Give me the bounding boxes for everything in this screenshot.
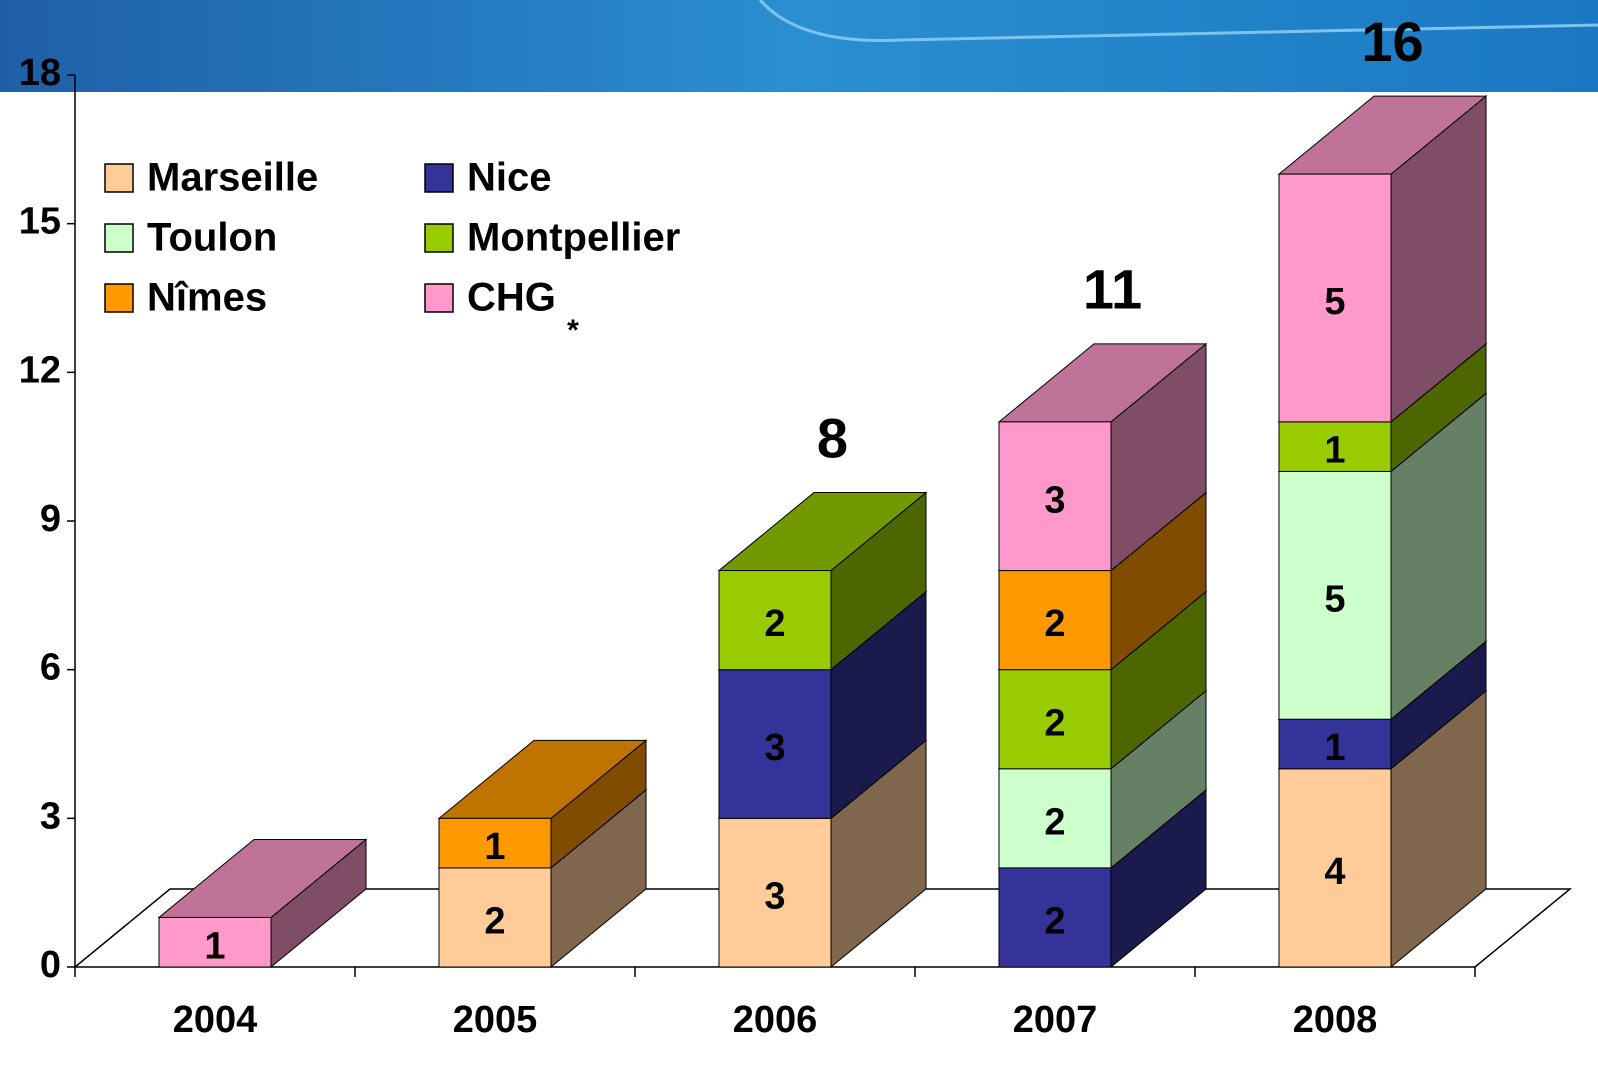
legend-swatch bbox=[424, 163, 454, 193]
legend-swatch bbox=[104, 223, 134, 253]
value-label: 2 bbox=[1044, 801, 1065, 843]
annotation: * bbox=[567, 314, 579, 347]
value-label: 1 bbox=[484, 826, 505, 868]
legend-swatch bbox=[104, 283, 134, 313]
total-label: 11 bbox=[1083, 258, 1142, 321]
bar bbox=[718, 669, 832, 819]
legend-swatch bbox=[104, 163, 134, 193]
total-label: 16 bbox=[1361, 10, 1423, 73]
value-label: 2 bbox=[764, 603, 785, 645]
bar bbox=[1278, 470, 1392, 720]
value-label: 3 bbox=[764, 876, 785, 918]
legend-label: Nîmes bbox=[147, 276, 267, 320]
value-label: 4 bbox=[1324, 851, 1345, 893]
bar bbox=[1278, 173, 1392, 423]
value-label: 3 bbox=[1044, 479, 1065, 521]
legend-label: Nice bbox=[467, 156, 552, 200]
value-label: 2 bbox=[1044, 900, 1065, 942]
x-tick-label: 2005 bbox=[453, 999, 538, 1041]
x-tick-label: 2006 bbox=[733, 999, 818, 1041]
value-label: 2 bbox=[1044, 603, 1065, 645]
bar bbox=[1278, 421, 1392, 472]
legend-label: Marseille bbox=[147, 156, 318, 200]
banner-swoosh bbox=[758, 0, 1598, 42]
y-tick-label: 12 bbox=[19, 349, 61, 391]
x-tick-label: 2007 bbox=[1013, 999, 1098, 1041]
bar bbox=[998, 421, 1112, 572]
y-tick-label: 18 bbox=[19, 52, 61, 94]
legend-swatch bbox=[424, 223, 454, 253]
value-label: 5 bbox=[1324, 578, 1345, 620]
legend-swatch bbox=[424, 283, 454, 313]
bar bbox=[438, 867, 552, 968]
value-label: 1 bbox=[1324, 727, 1345, 769]
bar bbox=[998, 867, 1112, 968]
x-tick-label: 2004 bbox=[173, 999, 258, 1041]
bar bbox=[998, 669, 1112, 770]
legend-label: Toulon bbox=[147, 216, 277, 260]
bar bbox=[998, 570, 1112, 671]
bar bbox=[998, 768, 1112, 869]
banner bbox=[0, 0, 1598, 92]
value-label: 1 bbox=[204, 925, 225, 967]
y-tick-label: 15 bbox=[19, 201, 61, 243]
value-label: 2 bbox=[1044, 702, 1065, 744]
value-label: 1 bbox=[1324, 430, 1345, 472]
bar bbox=[438, 817, 552, 869]
x-tick-label: 2008 bbox=[1293, 999, 1378, 1041]
bar bbox=[718, 570, 832, 671]
y-tick-label: 9 bbox=[40, 498, 61, 540]
value-label: 2 bbox=[484, 900, 505, 942]
legend-label: Montpellier bbox=[467, 216, 680, 260]
y-tick-label: 0 bbox=[40, 944, 61, 986]
bar bbox=[718, 817, 832, 968]
bar bbox=[158, 916, 272, 968]
y-tick-label: 6 bbox=[40, 647, 61, 689]
bar bbox=[1278, 718, 1392, 770]
y-tick-label: 3 bbox=[40, 795, 61, 837]
bar bbox=[1278, 768, 1392, 968]
total-label: 8 bbox=[817, 406, 848, 469]
legend-label: CHG bbox=[467, 276, 556, 320]
value-label: 5 bbox=[1324, 281, 1345, 323]
value-label: 3 bbox=[764, 727, 785, 769]
